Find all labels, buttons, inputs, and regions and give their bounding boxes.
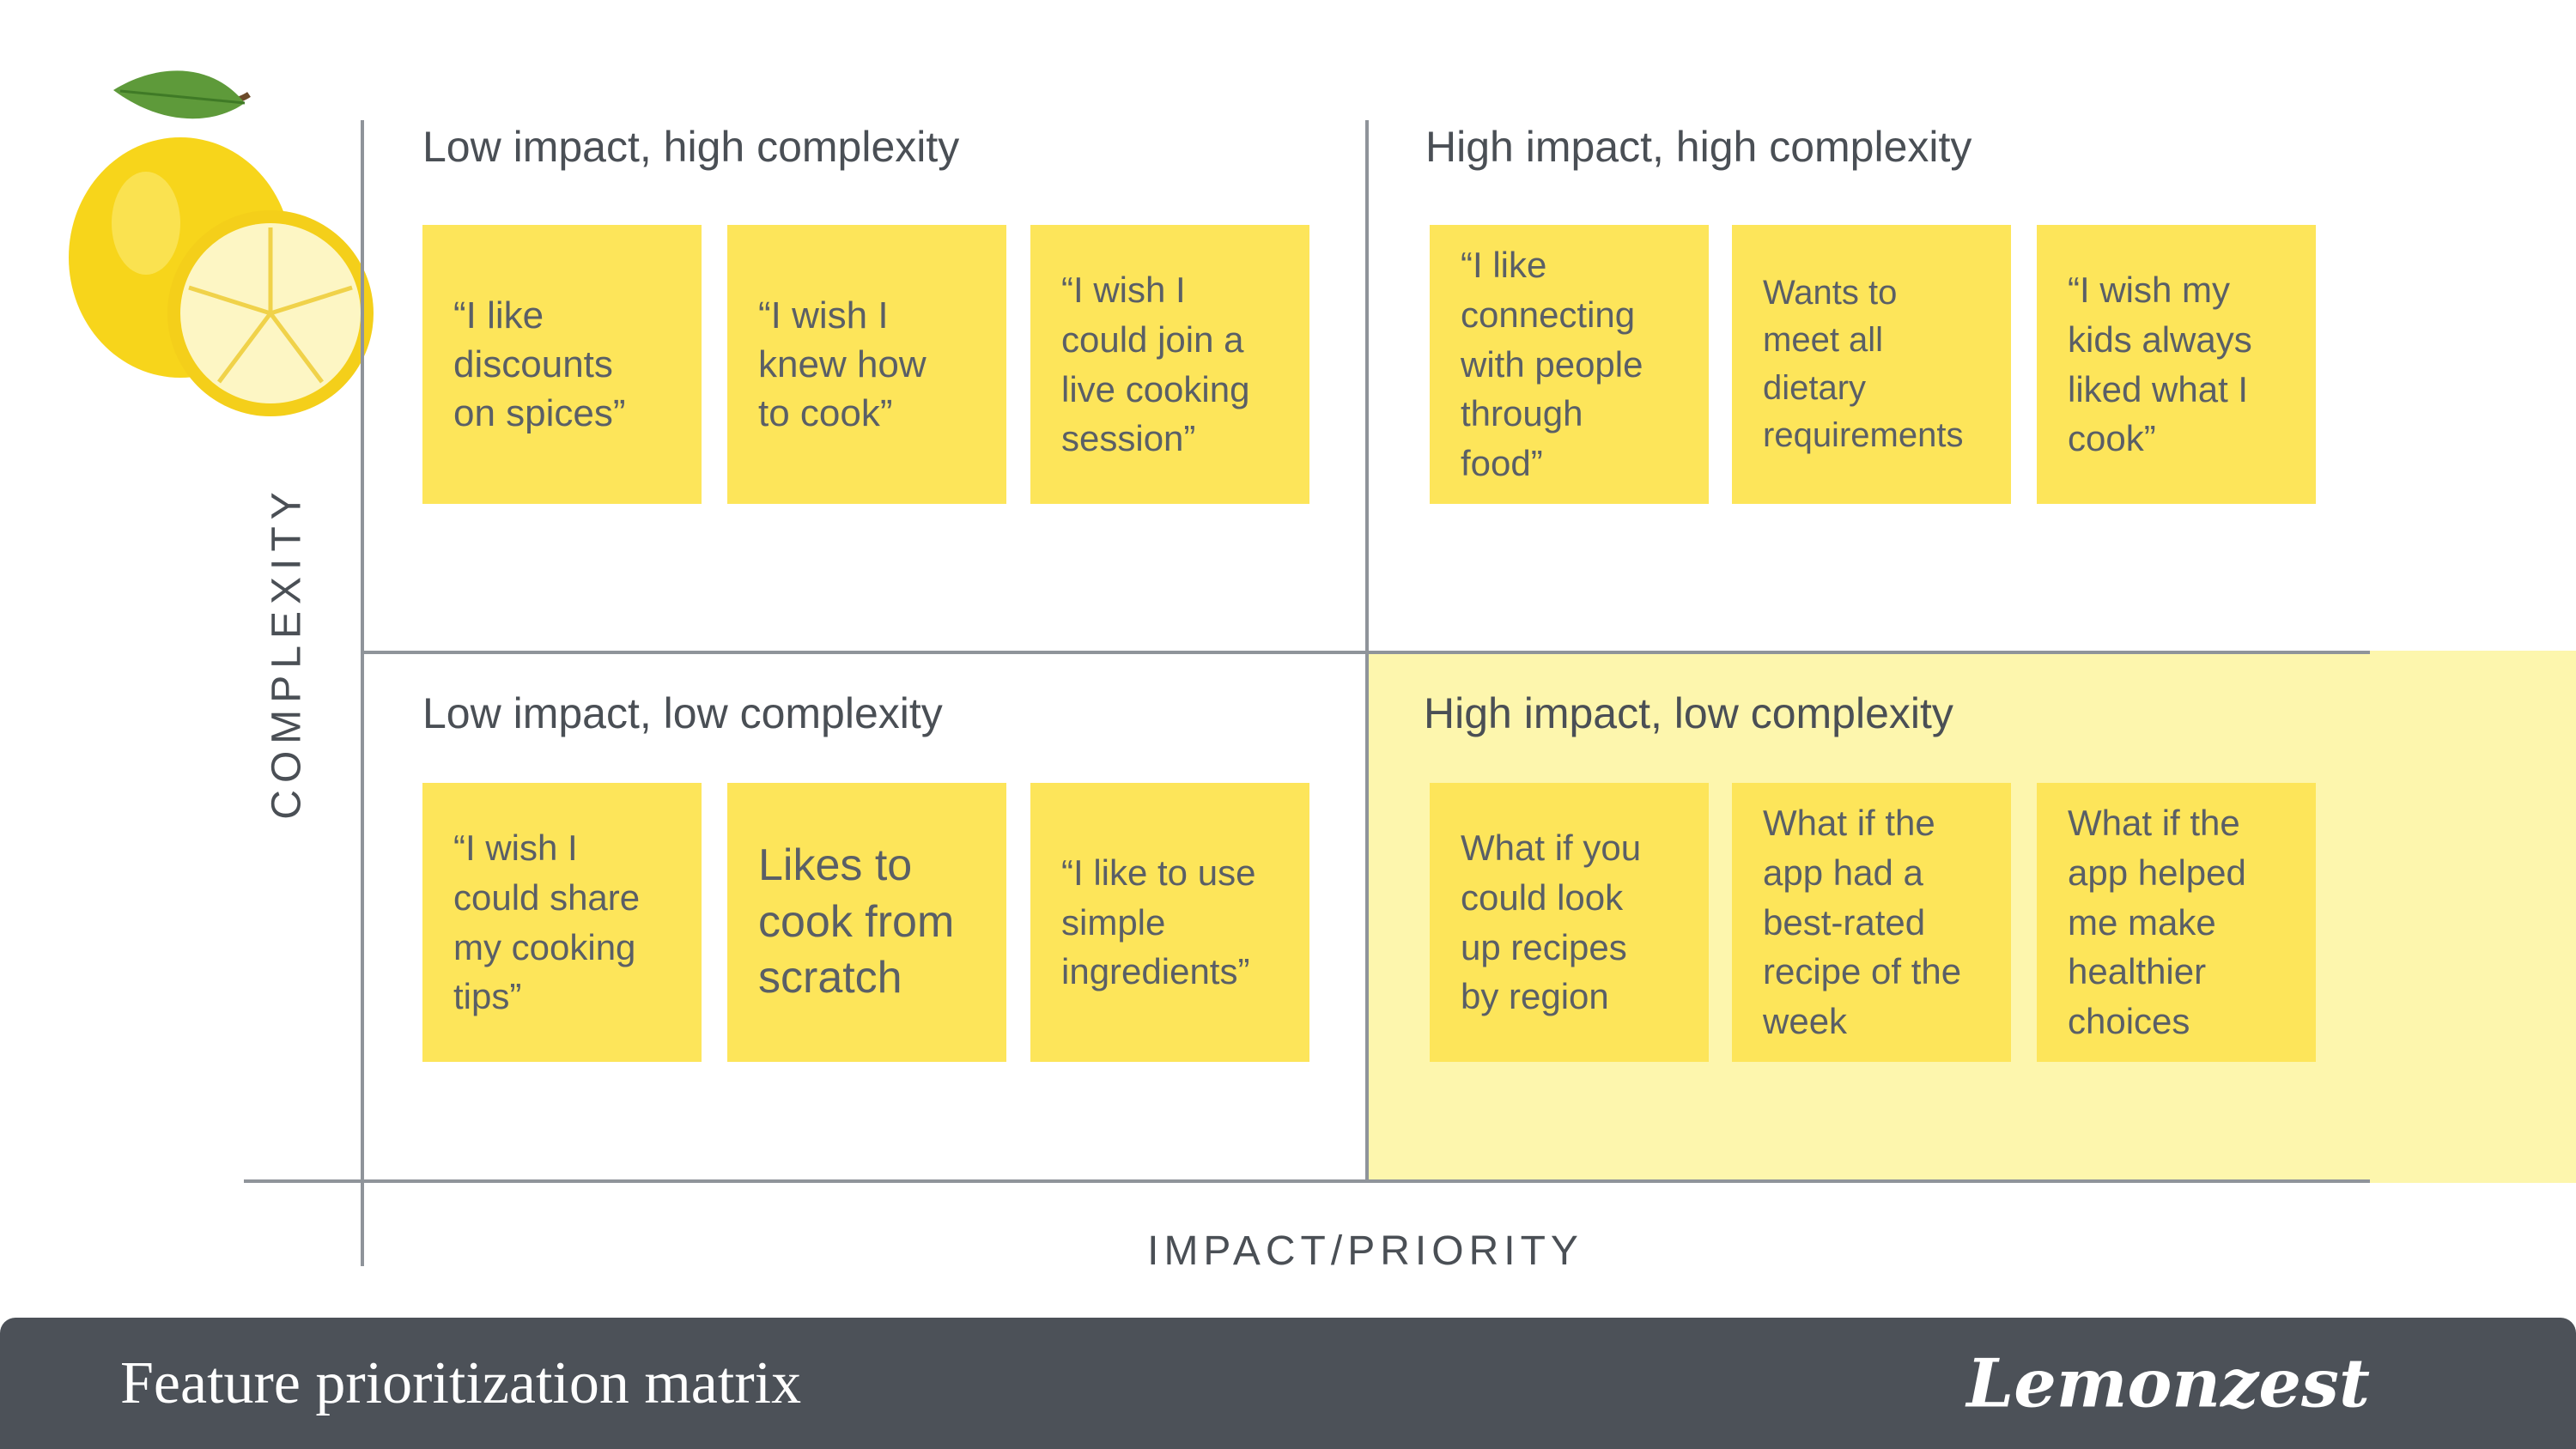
x-axis-label: IMPACT/PRIORITY — [1147, 1228, 1583, 1274]
sticky-note: What if the app had a best-rated recipe of … — [1732, 783, 2011, 1062]
note-text: “I like connecting with people through food” — [1461, 244, 1643, 484]
sticky-note: What if you could look up recipes by region — [1430, 783, 1709, 1062]
quadrant-title-high-impact-high-complexity: High impact, high complexity — [1425, 123, 1972, 171]
sticky-note: “I like discounts on spices” — [422, 225, 702, 504]
note-text: What if the app had a best-rated recipe of … — [1763, 802, 1962, 1042]
lemon-icon — [69, 70, 374, 416]
y-axis — [361, 120, 364, 1266]
sticky-note: Wants to meet all dietary requirements — [1732, 225, 2011, 504]
note-text: What if you could look up recipes by region — [1461, 827, 1642, 1017]
sticky-note: “I like connecting with people through food” — [1430, 225, 1709, 504]
horizontal-divider — [361, 651, 2370, 654]
brand-logo: Lemonzest — [1966, 1344, 2370, 1422]
note-text: Wants to meet all dietary requirements — [1763, 274, 1964, 454]
sticky-note: What if the app helped me make healthier cho… — [2037, 783, 2316, 1062]
quadrant-title-low-impact-low-complexity: Low impact, low complexity — [422, 689, 943, 737]
note-text: “I like discounts on spices” — [453, 294, 626, 435]
note-text: “I like to use simple ingredients” — [1061, 852, 1256, 992]
x-axis — [244, 1179, 2370, 1183]
sticky-note: “I like to use simple ingredients” — [1030, 783, 1309, 1062]
note-text: Likes to cook from scratch — [758, 840, 955, 1003]
note-text: What if the app helped me make healthier cho… — [2068, 802, 2246, 1042]
footer-bar: Feature prioritization matrix Lemonzest — [0, 1318, 2576, 1449]
quadrant-title-high-impact-low-complexity: High impact, low complexity — [1424, 689, 1953, 737]
sticky-note: Likes to cook from scratch — [727, 783, 1006, 1062]
y-axis-label: COMPLEXITY — [264, 485, 310, 820]
quadrant-title-low-impact-high-complexity: Low impact, high complexity — [422, 123, 960, 171]
footer-title: Feature prioritization matrix — [120, 1349, 802, 1416]
